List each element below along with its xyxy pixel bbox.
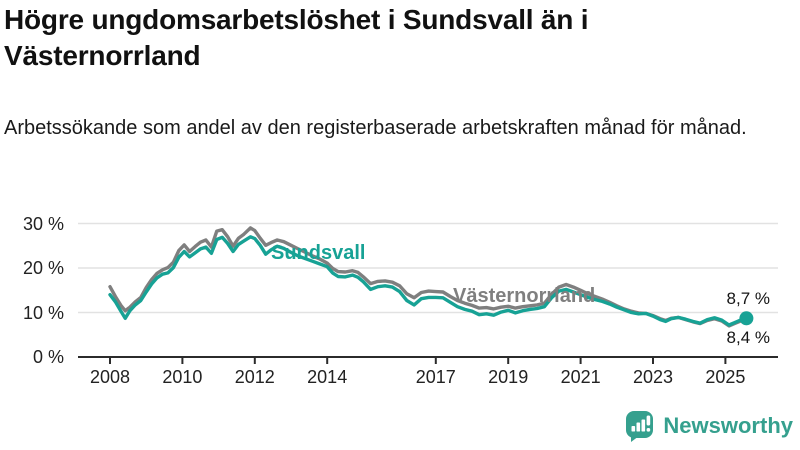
bar-chart-speech-bubble-icon [626, 411, 654, 442]
x-tick-label: 2014 [307, 367, 348, 387]
x-tick-label: 2008 [89, 367, 131, 387]
page-title: Högre ungdomsarbetslöshet i Sundsvall än… [4, 4, 589, 71]
line-sundsvall [108, 235, 749, 327]
x-tick-label: 2017 [415, 367, 456, 387]
end-value-sundsvall: 8,7 % [726, 289, 770, 308]
y-tick-label: 0 % [32, 347, 64, 367]
end-value-vasternorrland: 8,4 % [726, 328, 770, 347]
y-tick-label: 30 % [22, 213, 64, 234]
x-tick-label: 2019 [488, 367, 529, 387]
x-tick-label: 2023 [632, 367, 674, 387]
y-tick-label: 10 % [22, 302, 64, 323]
line-västernorrland [108, 226, 749, 328]
series-label-sundsvall: Sundsvall [271, 242, 366, 264]
y-tick-label: 20 % [22, 258, 64, 278]
x-tick-label: 2010 [162, 367, 203, 387]
x-tick-label: 2021 [560, 367, 601, 387]
end-dot-sundsvall [739, 311, 754, 326]
newsworthy-logo: Newsworthy [624, 409, 793, 442]
brand-name: Newsworthy [663, 412, 793, 438]
x-tick-label: 2025 [705, 367, 746, 387]
series-label-vasternorrland: Västernorrland [453, 285, 596, 307]
x-tick-label: 2012 [234, 367, 275, 387]
chart-subtitle: Arbetssökande som andel av den registerb… [4, 117, 747, 139]
